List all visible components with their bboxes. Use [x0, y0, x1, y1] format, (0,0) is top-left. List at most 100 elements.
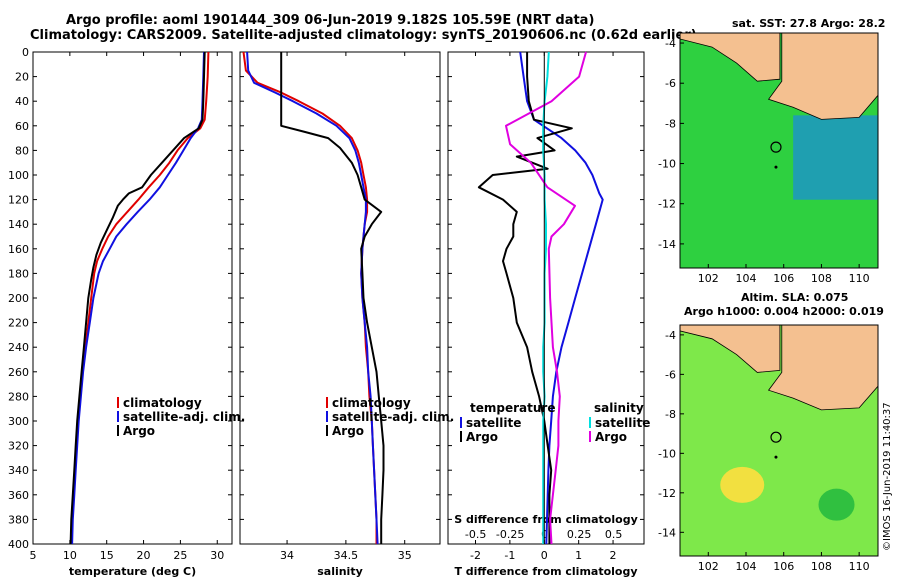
- x-tick-label: -2: [470, 549, 481, 562]
- y-tick-label: 300: [8, 415, 29, 428]
- x-axis-label: T difference from climatology: [454, 565, 637, 578]
- map-lon-label: 108: [811, 272, 832, 285]
- y-tick-label: 40: [15, 95, 29, 108]
- y-tick-label: 200: [8, 292, 29, 305]
- series-line-climatology: [70, 51, 210, 545]
- x-tick-label: 34.5: [334, 549, 359, 562]
- x-tick-label: 2: [610, 549, 617, 562]
- y-tick-label: 160: [8, 243, 29, 256]
- series-line-climatology: [242, 51, 378, 544]
- map-lon-label: 102: [698, 272, 719, 285]
- sla-map-land-sumatra: [679, 324, 781, 373]
- map-lon-label: 106: [773, 560, 794, 573]
- map-lat-label: -14: [658, 526, 676, 539]
- series-line-satellite-adj-clim-: [71, 51, 205, 545]
- series-line-t-argo: [477, 52, 573, 544]
- y-tick-label: 140: [8, 218, 29, 231]
- x-axis-label: salinity: [317, 565, 363, 578]
- map-lat-label: -8: [665, 117, 676, 130]
- x-tick-label: 25: [173, 549, 187, 562]
- sla-map-title-line1: Altim. SLA: 0.075: [741, 291, 849, 304]
- y-tick-label: 20: [15, 71, 29, 84]
- sst-map-title: sat. SST: 27.8 Argo: 28.2: [732, 17, 886, 30]
- map-lat-label: -12: [658, 487, 676, 500]
- chart-title-line1: Argo profile: aoml 1901444_309 06-Jun-20…: [66, 13, 595, 28]
- map-lat-label: -12: [658, 198, 676, 211]
- x2-tick-label: 0.25: [567, 528, 592, 541]
- y-tick-label: 320: [8, 440, 29, 453]
- map-lat-label: -8: [665, 408, 676, 421]
- x-tick-label: 20: [137, 549, 151, 562]
- y-tick-label: 220: [8, 317, 29, 330]
- map-lon-label: 106: [773, 272, 794, 285]
- plot-frame-3: [447, 51, 645, 545]
- y-tick-label: 400: [8, 538, 29, 551]
- series-line-satellite-adj-clim-: [246, 51, 379, 545]
- map-lon-label: 110: [849, 560, 870, 573]
- x-tick-label: 1: [575, 549, 582, 562]
- series-line-argo: [280, 52, 385, 544]
- map-lon-label: 104: [736, 560, 757, 573]
- sst-cool-patch: [793, 115, 878, 200]
- chart-title-line2: Climatology: CARS2009. Satellite-adjuste…: [30, 28, 697, 43]
- legend-label: satellite: [466, 416, 521, 430]
- sla-low-patch: [818, 488, 855, 521]
- x-tick-label: 10: [63, 549, 77, 562]
- x-tick-label: 34: [280, 549, 294, 562]
- legend-label: climatology: [123, 396, 202, 410]
- map-lon-label: 108: [811, 560, 832, 573]
- y-tick-label: 0: [22, 46, 29, 59]
- y-tick-label: 240: [8, 341, 29, 354]
- legend-title-temperature: temperature: [470, 401, 555, 415]
- series-line-s-argo: [505, 51, 587, 545]
- legend-label: Argo: [595, 430, 627, 444]
- sla-argo-position-marker: [770, 431, 782, 443]
- legend-label: Argo: [123, 424, 155, 438]
- x-tick-label: 0: [541, 549, 548, 562]
- series-line-argo: [69, 51, 206, 545]
- map-lon-label: 104: [736, 272, 757, 285]
- sla-map-frame: [679, 324, 879, 557]
- legend-label: Argo: [466, 430, 498, 444]
- x2-tick-label: 0.5: [605, 528, 623, 541]
- legend-label: Argo: [332, 424, 364, 438]
- sst-map-land-sumatra: [679, 32, 781, 82]
- map-lat-label: -14: [658, 238, 676, 251]
- y-tick-label: 60: [15, 120, 29, 133]
- y-tick-label: 340: [8, 464, 29, 477]
- y-tick-label: 80: [15, 144, 29, 157]
- map-lon-label: 102: [698, 560, 719, 573]
- sst-map-frame: [679, 32, 879, 269]
- legend-label: satellite: [595, 416, 650, 430]
- sst-argo-previous-marker: [774, 165, 778, 169]
- map-lat-label: -10: [658, 158, 676, 171]
- legend-label: satellite-adj. clim.: [332, 410, 454, 424]
- x-tick-label: 15: [100, 549, 114, 562]
- legend-label: satellite-adj. clim.: [123, 410, 245, 424]
- y-tick-label: 120: [8, 194, 29, 207]
- legend-title-salinity: salinity: [594, 401, 644, 415]
- x-axis-label: temperature (deg C): [69, 565, 196, 578]
- x-tick-label: 30: [210, 549, 224, 562]
- sla-map-title-line2: Argo h1000: 0.004 h2000: 0.019: [684, 305, 884, 318]
- map-lat-label: -6: [665, 368, 676, 381]
- sla-argo-previous-marker: [774, 455, 778, 459]
- y-tick-label: 180: [8, 267, 29, 280]
- map-lat-label: -4: [665, 37, 676, 50]
- x-tick-label: -1: [504, 549, 515, 562]
- y-tick-label: 280: [8, 390, 29, 403]
- map-lat-label: -10: [658, 447, 676, 460]
- x-tick-label: 5: [30, 549, 37, 562]
- x-tick-label: 35: [398, 549, 412, 562]
- y-tick-label: 380: [8, 513, 29, 526]
- sla-high-patch: [720, 466, 765, 503]
- legend-label: climatology: [332, 396, 411, 410]
- y-tick-label: 360: [8, 489, 29, 502]
- map-lon-label: 110: [849, 272, 870, 285]
- x2-tick-label: -0.5: [465, 528, 486, 541]
- map-lat-label: -6: [665, 77, 676, 90]
- sst-argo-position-marker: [770, 141, 782, 153]
- y-tick-label: 100: [8, 169, 29, 182]
- x2-tick-label: -0.25: [496, 528, 524, 541]
